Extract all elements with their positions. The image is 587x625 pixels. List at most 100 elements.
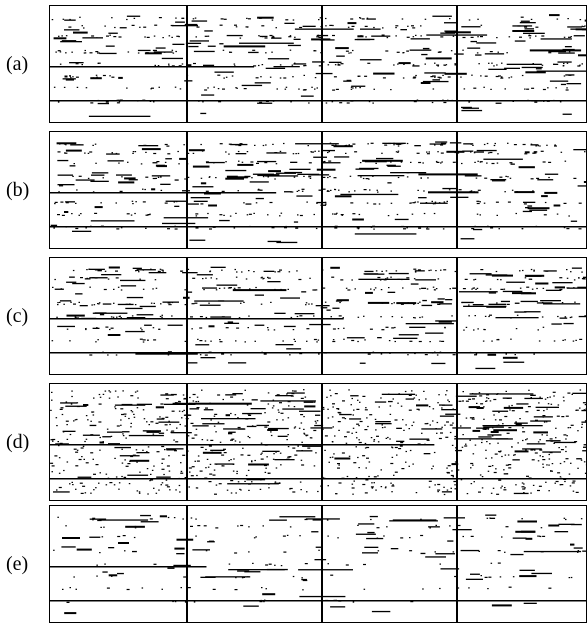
note-dot bbox=[335, 144, 337, 146]
row-label: (d) bbox=[6, 431, 30, 453]
note-dot bbox=[292, 447, 296, 449]
note-dot bbox=[385, 50, 389, 52]
note-dot bbox=[138, 271, 140, 273]
note-dot bbox=[569, 485, 572, 487]
note-dot bbox=[215, 177, 217, 179]
note-dot bbox=[535, 419, 538, 421]
note-dot bbox=[544, 398, 547, 400]
note-dot bbox=[267, 327, 269, 329]
note-dot bbox=[325, 203, 327, 205]
note-dot bbox=[477, 18, 479, 20]
note bbox=[280, 297, 300, 299]
note-dot bbox=[168, 304, 170, 306]
note bbox=[415, 279, 436, 281]
note-dot bbox=[451, 99, 453, 102]
segment-separator bbox=[186, 132, 188, 248]
note-dot bbox=[184, 425, 186, 427]
note-dot bbox=[417, 201, 419, 203]
note-dot bbox=[209, 271, 211, 273]
note-dot bbox=[473, 481, 475, 483]
note bbox=[174, 547, 185, 550]
note bbox=[227, 483, 279, 485]
note-dot bbox=[469, 100, 472, 102]
note-dot bbox=[460, 76, 462, 78]
note bbox=[525, 71, 546, 74]
note-dot bbox=[137, 52, 140, 54]
note-dot bbox=[205, 161, 209, 163]
note bbox=[225, 177, 244, 180]
note-dot bbox=[401, 225, 405, 228]
note bbox=[529, 209, 548, 211]
note-dot bbox=[477, 189, 481, 191]
note-dot bbox=[343, 338, 345, 340]
note-dot bbox=[332, 34, 335, 37]
note bbox=[256, 424, 269, 427]
note-dot bbox=[474, 161, 476, 163]
note-dot bbox=[538, 535, 541, 537]
note-dot bbox=[309, 177, 312, 179]
note-dot bbox=[265, 564, 269, 566]
note-dot bbox=[332, 426, 334, 428]
note-dot bbox=[183, 398, 187, 400]
note-dot bbox=[314, 88, 316, 90]
note bbox=[139, 305, 156, 308]
note-dot bbox=[84, 440, 86, 443]
note-dot bbox=[127, 51, 130, 53]
note-dot bbox=[298, 427, 301, 429]
note-dot bbox=[201, 389, 203, 391]
note-dot bbox=[275, 163, 278, 165]
note bbox=[371, 610, 391, 613]
note-dot bbox=[364, 75, 368, 77]
note-dot bbox=[109, 34, 111, 36]
note-dot bbox=[134, 527, 137, 529]
note bbox=[548, 524, 560, 527]
note-dot bbox=[524, 487, 526, 489]
note-dot bbox=[322, 287, 326, 289]
note-dot bbox=[92, 519, 94, 521]
note-dot bbox=[160, 403, 164, 405]
note-dot bbox=[376, 435, 379, 437]
note-dot bbox=[489, 51, 493, 53]
note-dot bbox=[290, 316, 293, 319]
note bbox=[452, 287, 457, 289]
note-dot bbox=[443, 493, 446, 496]
note-dot bbox=[114, 408, 117, 410]
note-dot bbox=[194, 460, 196, 462]
note-dot bbox=[345, 144, 348, 146]
note bbox=[554, 286, 565, 289]
note-dot bbox=[97, 99, 100, 102]
note bbox=[333, 145, 353, 148]
note bbox=[388, 400, 393, 403]
note bbox=[156, 476, 171, 478]
note bbox=[97, 519, 102, 522]
note-dot bbox=[153, 302, 155, 304]
note-dot bbox=[159, 416, 161, 418]
note-dot bbox=[301, 450, 303, 452]
note-dot bbox=[382, 27, 384, 29]
note-dot bbox=[287, 401, 291, 403]
note-dot bbox=[435, 524, 437, 526]
note-dot bbox=[356, 408, 360, 410]
note-dot bbox=[55, 417, 58, 419]
note bbox=[355, 168, 375, 170]
note-dot bbox=[160, 484, 162, 486]
note bbox=[257, 102, 273, 104]
note-dot bbox=[125, 177, 129, 180]
note-dot bbox=[313, 338, 317, 341]
note-dot bbox=[335, 599, 337, 601]
note-dot bbox=[542, 415, 546, 417]
note-dot bbox=[161, 482, 164, 484]
note-dot bbox=[426, 439, 430, 441]
note bbox=[315, 546, 323, 548]
segment-separator bbox=[456, 506, 458, 622]
note-dot bbox=[451, 470, 453, 472]
note-dot bbox=[440, 144, 444, 146]
note-dot bbox=[534, 452, 538, 454]
note-dot bbox=[548, 52, 552, 54]
note-dot bbox=[274, 152, 278, 154]
note bbox=[442, 404, 453, 406]
note-dot bbox=[247, 454, 251, 456]
note-dot bbox=[582, 402, 586, 404]
note-dot bbox=[537, 535, 539, 537]
note-dot bbox=[394, 326, 396, 329]
